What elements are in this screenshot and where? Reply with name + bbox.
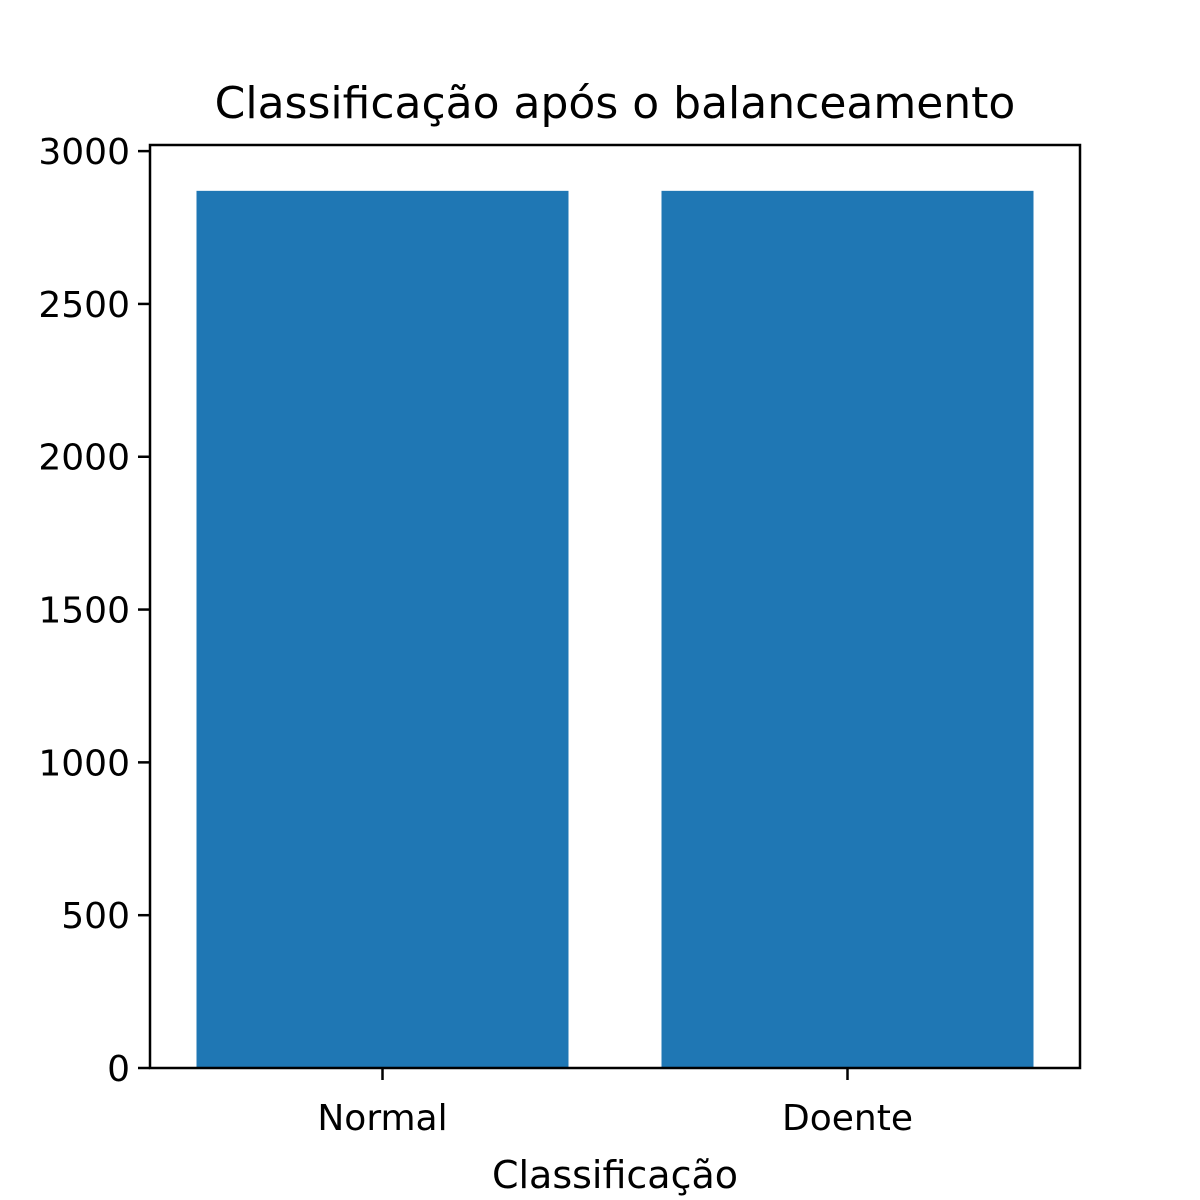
y-tick-label: 0 — [107, 1049, 130, 1090]
y-tick-label: 1000 — [38, 743, 130, 784]
bars-layer — [196, 190, 1034, 1069]
y-axis: 0 500 1000 1500 2000 2500 3000 — [38, 132, 150, 1090]
plot-frame — [148, 143, 1082, 1070]
y-tick-label: 500 — [61, 896, 130, 937]
bar-normal — [196, 190, 569, 1069]
x-tick-label: Doente — [782, 1098, 913, 1139]
x-tick-label: Normal — [317, 1098, 447, 1139]
y-tick-label: 2500 — [38, 285, 130, 326]
x-axis: Normal Doente — [317, 1068, 913, 1139]
x-axis-label: Classificação — [492, 1153, 738, 1197]
bar-doente — [661, 190, 1034, 1069]
y-tick-label: 1500 — [38, 591, 130, 632]
chart-title: Classificação após o balanceamento — [215, 78, 1016, 129]
y-tick-label: 2000 — [38, 438, 130, 479]
y-tick-label: 3000 — [38, 132, 130, 173]
